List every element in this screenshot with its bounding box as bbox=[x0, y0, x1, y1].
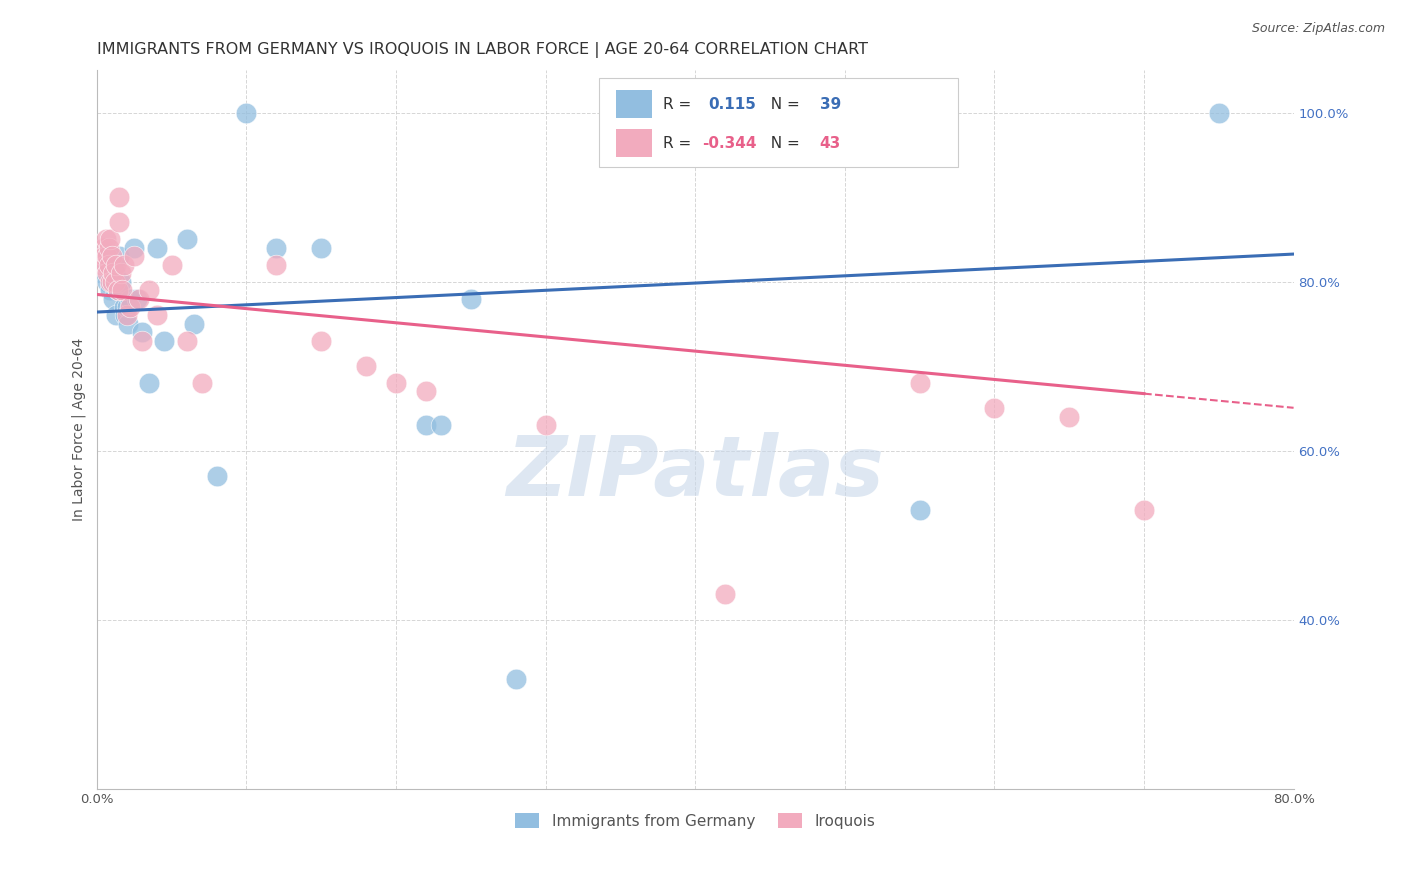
Point bbox=[104, 266, 127, 280]
Text: N =: N = bbox=[761, 136, 804, 151]
Point bbox=[115, 309, 138, 323]
Legend: Immigrants from Germany, Iroquois: Immigrants from Germany, Iroquois bbox=[509, 807, 882, 835]
Point bbox=[96, 249, 118, 263]
Point bbox=[101, 275, 124, 289]
Point bbox=[385, 376, 408, 390]
Point bbox=[114, 309, 136, 323]
Point bbox=[983, 401, 1005, 416]
Point bbox=[415, 384, 437, 399]
Point bbox=[96, 266, 118, 280]
Point bbox=[183, 317, 205, 331]
Text: Source: ZipAtlas.com: Source: ZipAtlas.com bbox=[1251, 22, 1385, 36]
Point bbox=[176, 232, 198, 246]
Point bbox=[112, 258, 135, 272]
Point bbox=[115, 300, 138, 314]
Point bbox=[96, 258, 118, 272]
Point bbox=[1133, 502, 1156, 516]
Text: N =: N = bbox=[761, 97, 804, 112]
Point bbox=[176, 334, 198, 348]
Point bbox=[93, 249, 115, 263]
Point bbox=[122, 249, 145, 263]
Point bbox=[94, 232, 117, 246]
Point bbox=[101, 249, 124, 263]
Point bbox=[1057, 409, 1080, 424]
Point bbox=[112, 300, 135, 314]
Point bbox=[118, 292, 141, 306]
Text: IMMIGRANTS FROM GERMANY VS IROQUOIS IN LABOR FORCE | AGE 20-64 CORRELATION CHART: IMMIGRANTS FROM GERMANY VS IROQUOIS IN L… bbox=[97, 42, 868, 58]
Point bbox=[97, 258, 120, 272]
Point bbox=[131, 334, 153, 348]
Point bbox=[908, 502, 931, 516]
Point bbox=[107, 283, 129, 297]
Point bbox=[128, 292, 150, 306]
Point bbox=[714, 587, 737, 601]
Point bbox=[101, 258, 124, 272]
Point bbox=[105, 309, 128, 323]
Point bbox=[354, 359, 377, 373]
Text: ZIPatlas: ZIPatlas bbox=[506, 432, 884, 513]
Point bbox=[108, 215, 131, 229]
Text: 39: 39 bbox=[820, 97, 841, 112]
Point bbox=[266, 258, 288, 272]
Point bbox=[1208, 105, 1230, 120]
Point bbox=[97, 241, 120, 255]
Point bbox=[117, 317, 139, 331]
Point bbox=[145, 309, 167, 323]
Text: R =: R = bbox=[662, 97, 702, 112]
Text: -0.344: -0.344 bbox=[703, 136, 756, 151]
Point bbox=[103, 266, 125, 280]
Point bbox=[266, 241, 288, 255]
Point bbox=[309, 334, 332, 348]
Point bbox=[460, 292, 482, 306]
Point bbox=[93, 258, 115, 272]
FancyBboxPatch shape bbox=[616, 129, 652, 157]
Point bbox=[98, 266, 121, 280]
Point bbox=[101, 275, 124, 289]
Text: 0.115: 0.115 bbox=[709, 97, 756, 112]
Point bbox=[153, 334, 176, 348]
Point bbox=[97, 258, 120, 272]
Point bbox=[309, 241, 332, 255]
Point bbox=[908, 376, 931, 390]
Text: 43: 43 bbox=[820, 136, 841, 151]
Text: R =: R = bbox=[662, 136, 696, 151]
Point bbox=[103, 292, 125, 306]
Point bbox=[122, 241, 145, 255]
Point bbox=[534, 418, 557, 433]
Point bbox=[138, 283, 160, 297]
Point bbox=[415, 418, 437, 433]
Point bbox=[110, 266, 132, 280]
Point bbox=[94, 258, 117, 272]
Point bbox=[145, 241, 167, 255]
Point bbox=[98, 283, 121, 297]
Point bbox=[94, 249, 117, 263]
Point bbox=[90, 266, 112, 280]
Point bbox=[505, 672, 527, 686]
Point bbox=[98, 275, 121, 289]
Point bbox=[110, 275, 132, 289]
FancyBboxPatch shape bbox=[616, 90, 652, 119]
Y-axis label: In Labor Force | Age 20-64: In Labor Force | Age 20-64 bbox=[72, 338, 86, 521]
Point bbox=[96, 275, 118, 289]
Point bbox=[160, 258, 183, 272]
Point bbox=[127, 292, 149, 306]
Point bbox=[131, 326, 153, 340]
Point bbox=[190, 376, 212, 390]
Point bbox=[105, 258, 128, 272]
Point bbox=[90, 258, 112, 272]
Point bbox=[205, 469, 228, 483]
Point bbox=[430, 418, 453, 433]
Point bbox=[138, 376, 160, 390]
Point bbox=[104, 275, 127, 289]
Point bbox=[235, 105, 257, 120]
Point bbox=[118, 300, 141, 314]
Point bbox=[98, 232, 121, 246]
Point bbox=[91, 241, 114, 255]
Point bbox=[111, 283, 134, 297]
FancyBboxPatch shape bbox=[599, 78, 959, 168]
Point bbox=[108, 249, 131, 263]
Point bbox=[108, 190, 131, 204]
Point bbox=[107, 283, 129, 297]
